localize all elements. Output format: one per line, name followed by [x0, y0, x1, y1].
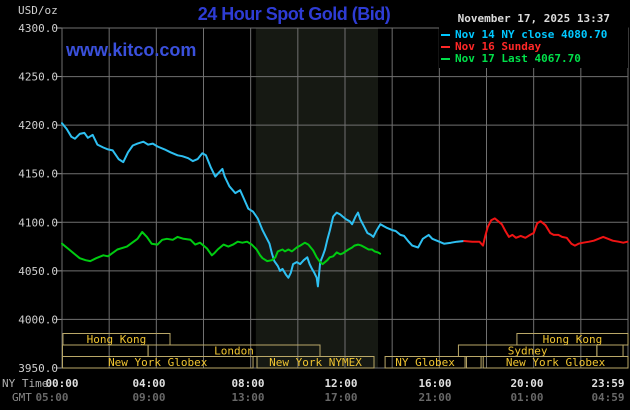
- x-tick-label-ny: 04:00: [132, 377, 165, 390]
- session-box: [384, 356, 466, 369]
- x-tick-label-gmt: 01:00: [510, 391, 543, 404]
- chart-grid: [62, 28, 628, 368]
- legend-item-nov17: Nov 17 Last 4067.70: [441, 53, 628, 65]
- series-nov17: [61, 231, 382, 266]
- legend-item-nov16: Nov 16 Sunday: [441, 41, 628, 53]
- x-tick-label-ny: 00:00: [45, 377, 78, 390]
- legend-dash: [441, 46, 450, 48]
- x-tick-label-gmt: 13:00: [231, 391, 264, 404]
- gmt-axis-label: GMT: [12, 391, 32, 404]
- session-box: [465, 356, 482, 369]
- session-label: New York NYMEX: [269, 356, 362, 369]
- chart-axis-ticks: [56, 27, 62, 369]
- session-label: New York Globex: [108, 356, 208, 369]
- x-tick-label-gmt: 05:00: [35, 391, 68, 404]
- session-label: London: [214, 345, 254, 358]
- x-tick-label-ny: 23:59: [591, 377, 624, 390]
- x-tick-label-gmt: 04:59: [591, 391, 624, 404]
- session-label: Sydney: [508, 345, 548, 358]
- session-label: Hong Kong: [87, 333, 147, 346]
- x-tick-label-gmt: 09:00: [132, 391, 165, 404]
- ny-time-axis-label: NY Time: [2, 377, 49, 390]
- kitco-watermark-link[interactable]: www.kitco.com: [66, 40, 197, 60]
- y-tick-label: 4050.0: [18, 265, 58, 278]
- session-label: Hong Kong: [543, 333, 603, 346]
- x-tick-label-ny: 20:00: [510, 377, 543, 390]
- series-nov16: [463, 217, 629, 247]
- legend-label: Nov 14 NY close 4080.70: [455, 28, 608, 41]
- units-label: USD/oz: [18, 4, 58, 17]
- chart-series: [61, 122, 629, 288]
- y-tick-label: 4250.0: [18, 71, 58, 84]
- legend-dash: [441, 58, 450, 60]
- session-box: [482, 356, 629, 369]
- session-box: [596, 344, 624, 357]
- x-tick-label-ny: 12:00: [324, 377, 357, 390]
- datetime-label: November 17, 2025 13:37: [457, 12, 610, 25]
- axis-labels: 4300.0 4250.0 4200.0 4150.0 4100.0 4050.0 4000…: [18, 22, 624, 404]
- chart-band: [255, 28, 379, 368]
- session-box: [61, 356, 254, 369]
- legend-item-nov14: Nov 14 NY close 4080.70: [441, 29, 628, 41]
- y-tick-label: 3950.0: [18, 362, 58, 375]
- legend-label: Nov 17 Last 4067.70: [455, 52, 581, 65]
- y-tick-label: 4000.0: [18, 313, 58, 326]
- x-tick-label-gmt: 17:00: [324, 391, 357, 404]
- nymex-session-highlight: [255, 28, 379, 368]
- legend-label: Nov 16 Sunday: [455, 40, 542, 53]
- x-tick-label-ny: 08:00: [231, 377, 264, 390]
- series-nov14: [61, 122, 466, 288]
- legend: Nov 14 NY close 4080.70 Nov 16 Sunday No…: [439, 27, 628, 68]
- session-label: NY Globex: [395, 356, 455, 369]
- y-tick-label: 4300.0: [18, 22, 58, 35]
- session-label: New York Globex: [506, 356, 606, 369]
- session-box: [61, 344, 149, 357]
- x-tick-label-gmt: 21:00: [418, 391, 451, 404]
- session-box: [256, 356, 375, 369]
- page-title: 24 Hour Spot Gold (Bid): [197, 4, 391, 24]
- y-tick-label: 4100.0: [18, 216, 58, 229]
- x-tick-label-ny: 16:00: [418, 377, 451, 390]
- y-tick-label: 4200.0: [18, 119, 58, 132]
- y-tick-label: 4150.0: [18, 168, 58, 181]
- legend-dash: [441, 34, 450, 36]
